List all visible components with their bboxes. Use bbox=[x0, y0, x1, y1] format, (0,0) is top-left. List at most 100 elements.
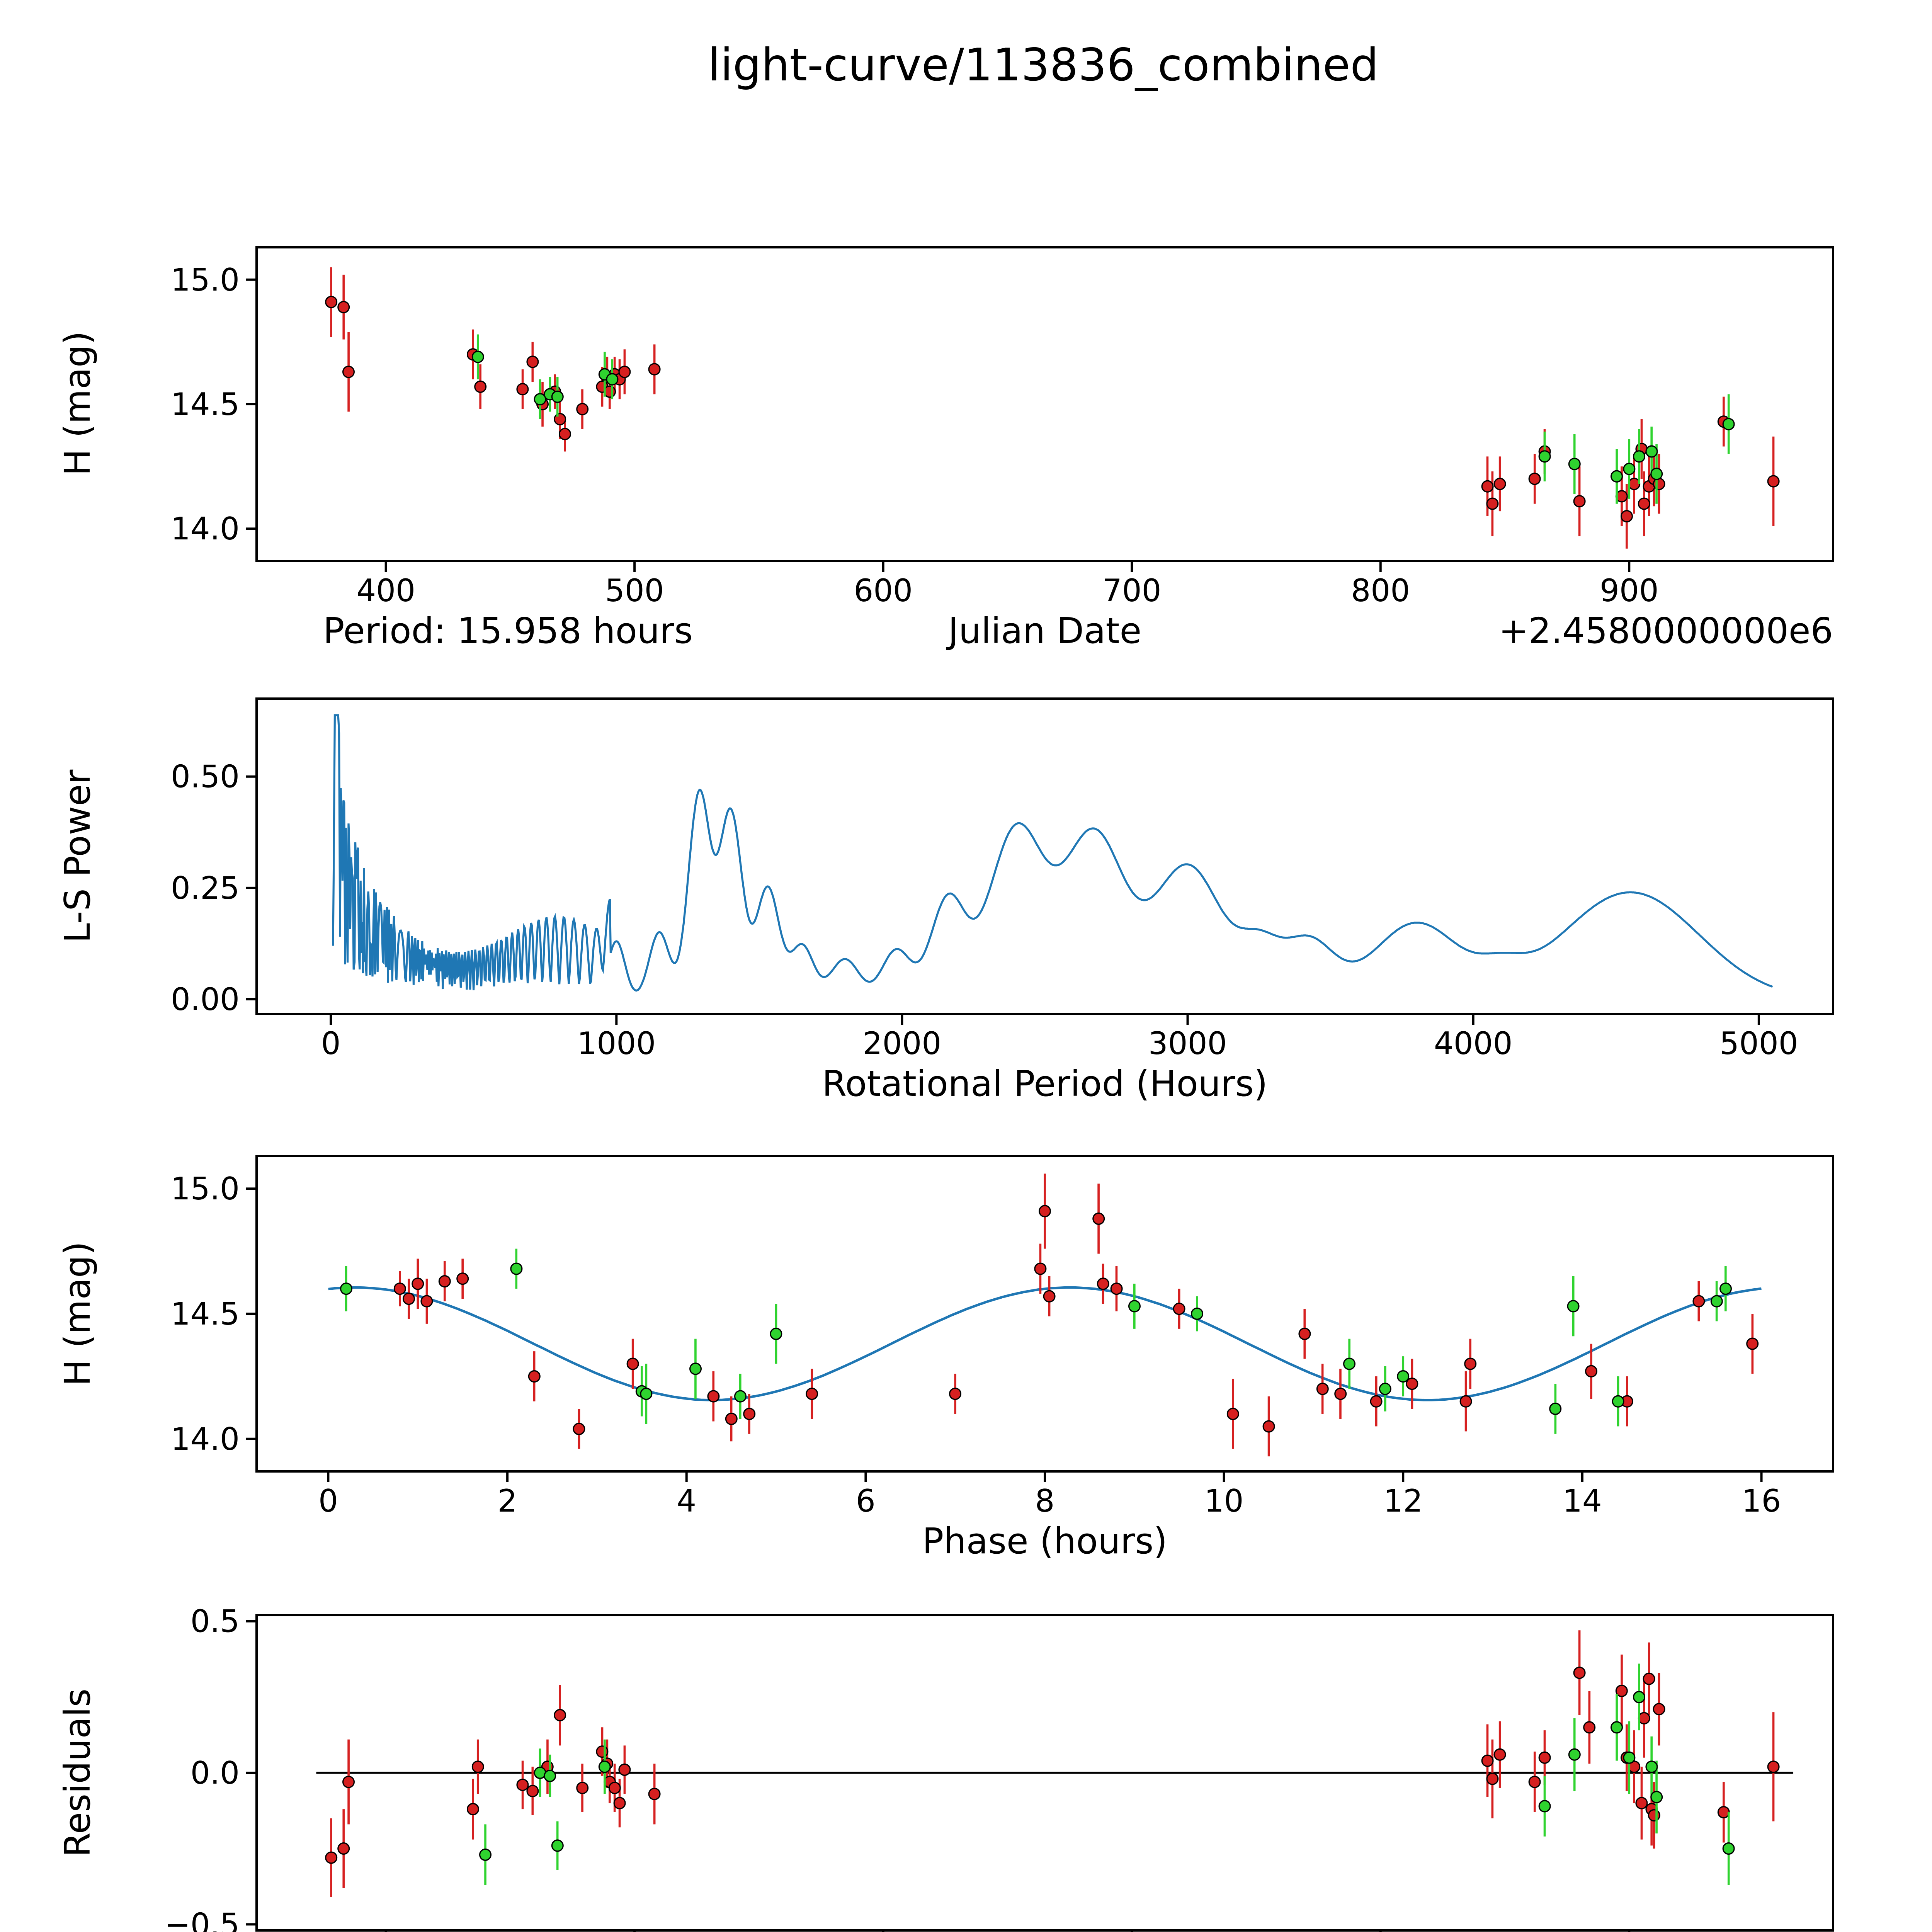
data-point bbox=[534, 393, 546, 406]
data-point bbox=[734, 1390, 747, 1403]
data-point bbox=[648, 363, 661, 376]
data-point bbox=[471, 350, 484, 363]
data-point bbox=[1298, 1328, 1311, 1340]
y-tick-label: 14.0 bbox=[171, 1421, 240, 1457]
panel-periodogram-plot-area: 0 1000 2000 3000 4000 5000 0.00 0.25 0.50 bbox=[171, 697, 1834, 1061]
x-tick-label: 600 bbox=[854, 573, 913, 609]
x-tick-label: 4000 bbox=[1434, 1026, 1513, 1061]
data-point bbox=[340, 1282, 352, 1295]
data-point bbox=[337, 301, 350, 313]
data-point bbox=[1343, 1357, 1356, 1370]
data-point bbox=[551, 1839, 564, 1852]
periodogram-line bbox=[332, 714, 1773, 992]
data-point bbox=[1653, 1703, 1665, 1716]
axes-frame bbox=[255, 1155, 1834, 1473]
data-point bbox=[1568, 457, 1581, 470]
data-point bbox=[1528, 473, 1541, 485]
axes-frame bbox=[255, 246, 1834, 562]
data-point bbox=[466, 1803, 479, 1816]
data-point bbox=[596, 1745, 609, 1758]
data-point bbox=[1767, 475, 1780, 488]
data-point bbox=[1173, 1303, 1185, 1315]
data-point bbox=[554, 413, 566, 425]
data-point bbox=[576, 1782, 589, 1794]
panel-phase-folded: H (mag) 0 2 4 6 8 10 12 14 16 14.0 14.5 15.0 Phase … bbox=[57, 1155, 1834, 1562]
data-point bbox=[1633, 1691, 1646, 1704]
data-point bbox=[526, 1785, 539, 1798]
panel-lightcurve: H (mag) 400 500 600 700 800 900 14.0 14.5 15.0 P… bbox=[57, 246, 1834, 651]
data-point bbox=[438, 1275, 451, 1288]
data-point bbox=[558, 428, 571, 440]
data-point bbox=[1692, 1295, 1705, 1308]
data-point bbox=[1585, 1365, 1598, 1378]
data-point bbox=[1722, 418, 1735, 430]
x-tick-label: 900 bbox=[1600, 573, 1659, 609]
data-point bbox=[1262, 1420, 1275, 1433]
data-point bbox=[626, 1357, 639, 1370]
y-tick-label: −0.5 bbox=[165, 1906, 240, 1932]
data-point bbox=[608, 1782, 621, 1794]
x-tick-label: 500 bbox=[605, 573, 664, 609]
x-tick-label: 2 bbox=[498, 1483, 517, 1519]
y-tick-label: 0.00 bbox=[171, 981, 240, 1017]
data-point bbox=[544, 1770, 556, 1782]
x-tick-label: 700 bbox=[1102, 573, 1162, 609]
data-point bbox=[1650, 468, 1663, 480]
data-point bbox=[1481, 480, 1494, 493]
y-tick-label: 14.5 bbox=[171, 386, 240, 422]
data-point bbox=[1573, 1667, 1586, 1679]
x-tick-label: 10 bbox=[1204, 1483, 1244, 1519]
data-point bbox=[725, 1413, 738, 1425]
y-tick-label: 0.5 bbox=[190, 1604, 240, 1639]
y-tick-label: 0.50 bbox=[171, 759, 240, 795]
data-point bbox=[471, 1760, 484, 1773]
data-point bbox=[1334, 1388, 1347, 1400]
data-point bbox=[479, 1849, 492, 1861]
panel-lightcurve-ylabel: H (mag) bbox=[57, 331, 98, 476]
x-tick-label: 0 bbox=[318, 1483, 338, 1519]
data-point bbox=[528, 1370, 541, 1383]
x-tick-label: 400 bbox=[356, 573, 415, 609]
data-point bbox=[1746, 1337, 1759, 1350]
data-point bbox=[618, 1764, 631, 1776]
panel-lightcurve-plot-area: 400 500 600 700 800 900 14.0 14.5 15.0 bbox=[171, 246, 1834, 609]
data-point bbox=[1316, 1383, 1329, 1395]
x-tick-label: 8 bbox=[1035, 1483, 1055, 1519]
x-tick-label: 4 bbox=[677, 1483, 696, 1519]
data-point bbox=[1097, 1277, 1109, 1290]
data-point bbox=[1650, 1791, 1663, 1803]
x-tick-label: 1000 bbox=[577, 1026, 656, 1061]
data-point bbox=[949, 1388, 962, 1400]
x-tick-label: 0 bbox=[321, 1026, 341, 1061]
data-point bbox=[707, 1390, 720, 1403]
data-point bbox=[1493, 1748, 1506, 1761]
x-tick-label: 6 bbox=[856, 1483, 876, 1519]
data-point bbox=[1615, 1685, 1628, 1697]
data-point bbox=[1128, 1300, 1141, 1313]
data-point bbox=[1643, 1672, 1655, 1685]
data-point bbox=[1493, 478, 1506, 490]
data-point bbox=[1568, 1748, 1581, 1761]
panel-lightcurve-offset-label: +2.4580000000e6 bbox=[1499, 610, 1833, 651]
data-point bbox=[576, 403, 589, 415]
data-point bbox=[1538, 450, 1551, 463]
data-point bbox=[402, 1293, 415, 1305]
panel-periodogram-xlabel: Rotational Period (Hours) bbox=[822, 1063, 1267, 1104]
data-point bbox=[1612, 1395, 1624, 1408]
data-point bbox=[770, 1328, 782, 1340]
fit-line bbox=[328, 1286, 1762, 1401]
data-point bbox=[1583, 1721, 1596, 1734]
data-point bbox=[1459, 1395, 1472, 1408]
data-point bbox=[1528, 1776, 1541, 1788]
panel-periodogram: L-S Power 0 1000 2000 3000 4000 50000.000.250… bbox=[57, 697, 1834, 1104]
data-point bbox=[1623, 1751, 1636, 1764]
data-point bbox=[337, 1842, 350, 1855]
x-tick-label: 16 bbox=[1742, 1483, 1781, 1519]
panel-phase-folded-ylabel: H (mag) bbox=[57, 1242, 98, 1386]
x-tick-label: 12 bbox=[1383, 1483, 1423, 1519]
data-point bbox=[342, 366, 355, 378]
